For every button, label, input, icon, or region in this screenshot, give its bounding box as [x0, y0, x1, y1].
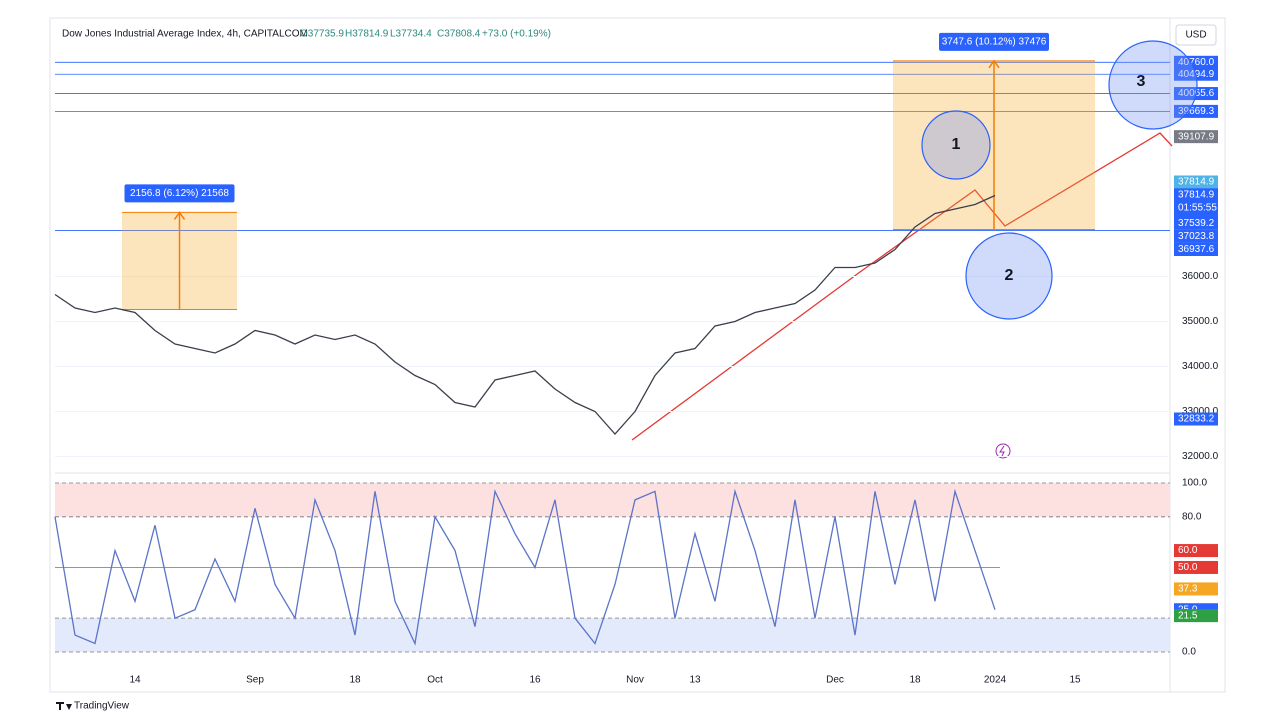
y-tick-label: 0.0	[1182, 647, 1196, 658]
y-tick-label: 100.0	[1182, 478, 1207, 489]
price-badge-label: 39669.3	[1178, 106, 1215, 117]
ohlc-value: +73.0 (+0.19%)	[482, 29, 551, 40]
zone	[55, 482, 1170, 517]
arrow-head	[988, 59, 1000, 69]
currency[interactable]: USD	[1185, 30, 1206, 41]
measure-badge	[939, 32, 1049, 51]
arrow-head	[173, 211, 186, 220]
price-badge	[1174, 544, 1218, 558]
alert-bolt	[999, 445, 1005, 457]
y-tick-label: 33000.0	[1182, 406, 1219, 417]
trend-drawing	[631, 132, 1173, 441]
callout-number: 1	[952, 136, 961, 153]
price-badge-label: 37023.8	[1178, 231, 1215, 242]
alert-icon[interactable]	[995, 443, 1011, 459]
price-badge-label: 50.0	[1178, 562, 1198, 573]
price-badge-label: 60.0	[1178, 545, 1198, 556]
countdown-badge	[1174, 201, 1218, 214]
price-badge-label: 37.3	[1178, 584, 1198, 595]
x-tick-label: Sep	[246, 675, 264, 686]
x-tick-label: 16	[529, 675, 541, 686]
x-tick-label: Dec	[826, 675, 844, 686]
price-badge-label: 32833.2	[1178, 414, 1215, 425]
price-badge	[1174, 560, 1218, 574]
price-badge	[1174, 55, 1218, 69]
ohlc-value: L37734.4	[390, 29, 432, 40]
logo	[56, 702, 72, 710]
price-badge	[1174, 243, 1218, 256]
countdown: 01:55:55	[1178, 203, 1217, 214]
price-badge	[1174, 582, 1218, 596]
callout-number: 3	[1137, 73, 1146, 90]
x-tick-label: Oct	[427, 675, 443, 686]
chart-title: Dow Jones Industrial Average Index, 4h, …	[62, 29, 308, 40]
price-badge-label: 40760.0	[1178, 57, 1215, 68]
x-tick-label: 18	[349, 675, 361, 686]
price-badge	[1174, 229, 1218, 243]
zone	[55, 618, 1170, 652]
ohlc-value: O37735.9	[300, 29, 344, 40]
measure-label: 2156.8 (6.12%) 21568	[130, 188, 229, 199]
price-badge-label: 37814.9	[1178, 189, 1215, 200]
x-tick-label: 14	[129, 675, 141, 686]
measure-label: 3747.6 (10.12%) 37476	[942, 37, 1047, 48]
price-badge-label: 37814.9	[1178, 177, 1215, 188]
price-badge-label: 37539.2	[1178, 218, 1215, 229]
callout-number: 2	[1005, 267, 1014, 284]
price-badge	[1174, 130, 1218, 144]
price-badge	[1174, 175, 1218, 189]
series-line	[54, 488, 996, 646]
y-tick-label: 34000.0	[1182, 361, 1219, 372]
callout-circle	[921, 110, 991, 180]
x-tick-label: 13	[689, 675, 701, 686]
ohlc-value: H37814.9	[345, 29, 389, 40]
price-badge	[1174, 609, 1218, 623]
ohlc-value: C37808.4	[437, 29, 481, 40]
y-tick-label: 80.0	[1182, 511, 1202, 522]
x-tick-label: 18	[909, 675, 921, 686]
callout-circle	[1108, 40, 1198, 130]
y-tick-label: 36000.0	[1182, 271, 1219, 282]
price-badge	[1174, 216, 1218, 230]
series-line	[54, 194, 996, 435]
currency-button[interactable]	[1175, 24, 1217, 46]
price-badge	[1174, 188, 1218, 202]
price-badge-label: 21.5	[1178, 610, 1198, 621]
price-badge-label: 36937.6	[1178, 244, 1215, 255]
frame	[49, 17, 1226, 693]
callout-circle	[965, 232, 1053, 320]
x-tick-label: Nov	[626, 675, 644, 686]
footer-brand: TradingView	[74, 701, 130, 712]
price-badge	[1174, 412, 1218, 426]
x-tick-label: 15	[1069, 675, 1081, 686]
y-tick-label: 32000.0	[1182, 451, 1219, 462]
y-tick-label: 35000.0	[1182, 316, 1219, 327]
x-tick-label: 2024	[984, 675, 1007, 686]
price-badge-label: 39107.9	[1178, 131, 1215, 142]
measure-badge	[124, 184, 235, 203]
